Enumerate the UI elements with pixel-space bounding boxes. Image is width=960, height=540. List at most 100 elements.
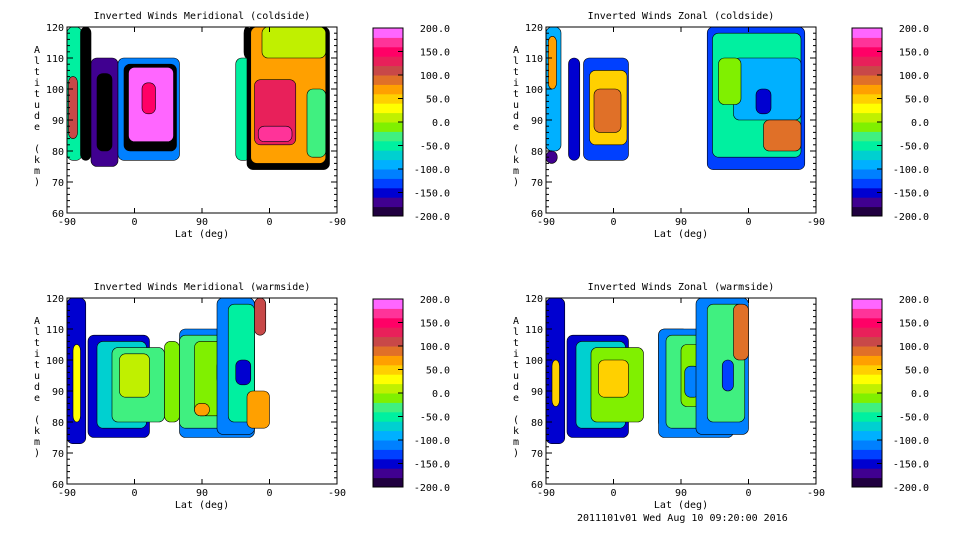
contour-region	[257, 125, 293, 142]
y-axis-label-char: d	[34, 111, 40, 122]
contour-region	[254, 298, 267, 336]
y-tick-label: 120	[525, 294, 543, 305]
colorbar-band	[373, 37, 403, 48]
panel-2: Inverted Winds Zonal (coldside) -90 0 90 0 -9…	[513, 11, 929, 240]
y-axis-label-char: t	[34, 67, 40, 78]
colorbar-band	[852, 449, 882, 460]
colorbar-band	[373, 336, 403, 347]
y-tick-label: 100	[525, 85, 543, 96]
colorbar-band	[373, 122, 403, 132]
colorbar-label: 200.0	[420, 295, 450, 306]
x-tick-label: 90	[675, 488, 687, 499]
x-tick-label: -90	[328, 217, 346, 228]
colorbar-band	[852, 122, 882, 132]
panel-4: Inverted Winds Zonal (warmside) -90 0 90 0 -9…	[513, 282, 929, 511]
contour-region	[733, 303, 749, 361]
colorbar-band	[852, 430, 882, 441]
colorbar-label: 100.0	[420, 342, 450, 353]
colorbar-band	[852, 178, 882, 189]
colorbar-band	[852, 159, 882, 170]
y-tick-label: 120	[46, 294, 64, 305]
colorbar-label: 150.0	[420, 48, 450, 59]
colorbar-band	[852, 364, 882, 375]
colorbar-label: -100.0	[414, 165, 450, 176]
chart-title: Inverted Winds Meridional (warmside)	[94, 282, 311, 293]
y-axis-label-char: m	[34, 437, 40, 448]
y-axis-label-char: (	[513, 415, 519, 426]
contour-region	[755, 88, 772, 115]
colorbar-label: -100.0	[414, 436, 450, 447]
contour-region	[80, 27, 92, 161]
contour-fill	[546, 298, 749, 444]
contour-region	[72, 344, 81, 423]
colorbar-band	[373, 150, 403, 161]
colorbar-label: 200.0	[899, 295, 929, 306]
colorbar-band	[852, 75, 882, 85]
colorbar-band	[373, 28, 403, 38]
contour-region	[718, 57, 742, 105]
x-tick-label: 0	[610, 488, 616, 499]
colorbar-band	[852, 56, 882, 67]
colorbar-band	[373, 159, 403, 170]
colorbar-band	[373, 197, 403, 208]
chart-title: Inverted Winds Meridional (coldside)	[94, 11, 311, 22]
x-tick-label: 0	[131, 488, 137, 499]
colorbar-label: -200.0	[414, 483, 450, 494]
colorbar-band	[852, 383, 882, 394]
colorbar-band	[373, 430, 403, 441]
x-tick-label: 0	[745, 488, 751, 499]
y-axis-label-char: e	[513, 122, 519, 133]
y-axis-label-char: l	[513, 327, 519, 338]
contour-fill	[67, 27, 330, 170]
colorbar-band	[373, 421, 403, 432]
y-axis-label-char: t	[34, 89, 40, 100]
colorbar-band	[852, 169, 882, 179]
colorbar-band	[373, 131, 403, 142]
x-tick-label: -90	[537, 217, 555, 228]
colorbar-label: 150.0	[899, 319, 929, 330]
colorbar-band	[852, 150, 882, 161]
chart-title: Inverted Winds Zonal (coldside)	[588, 11, 775, 22]
y-tick-label: 90	[531, 116, 543, 127]
y-tick-label: 100	[46, 85, 64, 96]
x-tick-label: -90	[807, 217, 825, 228]
contour-region	[763, 119, 802, 152]
y-tick-label: 110	[525, 54, 543, 65]
y-tick-label: 60	[531, 480, 543, 491]
y-tick-label: 100	[525, 356, 543, 367]
x-axis-label: Lat (deg)	[175, 500, 229, 511]
y-axis-label-char: m	[34, 166, 40, 177]
y-axis-label-char: u	[513, 100, 519, 111]
colorbar-band	[373, 308, 403, 319]
contour-region	[141, 82, 156, 115]
colorbar-band	[373, 112, 403, 123]
y-axis-label-char: i	[513, 78, 519, 89]
colorbar-label: 0.0	[911, 389, 929, 400]
colorbar-band	[373, 84, 403, 95]
y-axis-label-char: i	[34, 349, 40, 360]
contour-region	[246, 390, 270, 429]
contour-fill	[546, 27, 806, 170]
chart-title: Inverted Winds Zonal (warmside)	[588, 282, 775, 293]
colorbar-band	[852, 468, 882, 479]
colorbar-band	[852, 84, 882, 95]
panel-3: Inverted Winds Meridional (warmside) -90 0…	[34, 282, 450, 511]
y-tick-label: 80	[52, 418, 64, 429]
y-axis-label-char: A	[513, 316, 519, 327]
y-tick-label: 70	[531, 178, 543, 189]
y-axis-label-char: l	[34, 327, 40, 338]
colorbar: 200.0 150.0 100.0 50.0 0.0 -50.0 -100.0 -150.0 -…	[372, 295, 450, 494]
colorbar-band	[852, 112, 882, 123]
colorbar-label: -50.0	[420, 142, 450, 153]
x-axis-label: Lat (deg)	[175, 229, 229, 240]
colorbar-label: -50.0	[899, 142, 929, 153]
x-tick-label: 90	[196, 488, 208, 499]
y-axis-label-char: k	[34, 155, 40, 166]
y-axis-label-char: A	[34, 316, 40, 327]
y-tick-label: 80	[52, 147, 64, 158]
colorbar-band	[373, 374, 403, 385]
y-tick-label: 90	[52, 387, 64, 398]
colorbar-band	[373, 477, 403, 488]
y-tick-label: 60	[52, 480, 64, 491]
x-tick-label: 0	[266, 217, 272, 228]
